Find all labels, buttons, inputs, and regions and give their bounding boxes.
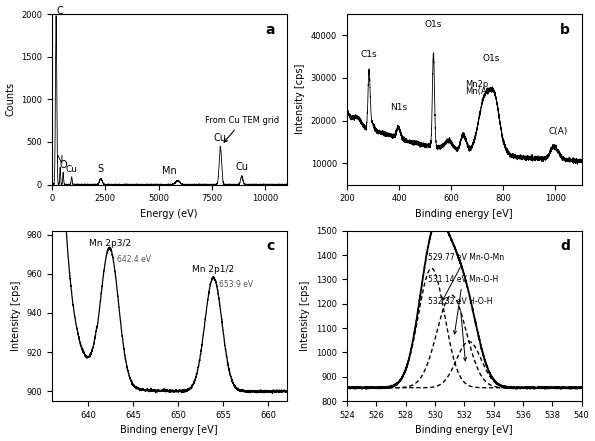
- Text: N1s: N1s: [390, 103, 407, 112]
- Text: Mn 2p1/2: Mn 2p1/2: [192, 265, 234, 274]
- Y-axis label: Intensity [cps]: Intensity [cps]: [300, 281, 311, 351]
- X-axis label: Energy (eV): Energy (eV): [140, 209, 198, 219]
- Text: 531.14 eV Mn-O-H: 531.14 eV Mn-O-H: [428, 275, 498, 334]
- Text: c: c: [267, 239, 275, 253]
- Y-axis label: Counts: Counts: [5, 82, 15, 116]
- X-axis label: Binding energy [eV]: Binding energy [eV]: [120, 426, 218, 435]
- Text: C1s: C1s: [361, 50, 377, 59]
- Text: Cu: Cu: [235, 162, 248, 172]
- Text: b: b: [560, 22, 570, 37]
- Text: O1s: O1s: [483, 54, 500, 63]
- Text: S: S: [98, 164, 104, 174]
- Text: 642.4 eV: 642.4 eV: [117, 255, 151, 264]
- Text: O1s: O1s: [425, 20, 442, 29]
- Text: a: a: [265, 22, 275, 37]
- Text: Mn 2p3/2: Mn 2p3/2: [89, 239, 131, 248]
- X-axis label: Binding energy [eV]: Binding energy [eV]: [415, 426, 513, 435]
- Text: Cu: Cu: [65, 165, 78, 174]
- Text: Mn: Mn: [162, 166, 177, 176]
- Text: 653.9 eV: 653.9 eV: [219, 280, 253, 289]
- X-axis label: Binding energy [eV]: Binding energy [eV]: [415, 209, 513, 219]
- Text: From Cu TEM grid: From Cu TEM grid: [205, 116, 280, 142]
- Text: Cu: Cu: [214, 133, 227, 143]
- Text: 532.32 eV H-O-H: 532.32 eV H-O-H: [428, 297, 492, 361]
- Text: C: C: [56, 6, 63, 16]
- Y-axis label: Intensity [cps]: Intensity [cps]: [11, 281, 21, 351]
- Text: d: d: [560, 239, 570, 253]
- Text: Mn(A): Mn(A): [465, 87, 490, 96]
- Text: Mn2p: Mn2p: [465, 80, 488, 89]
- Text: C(A): C(A): [549, 127, 568, 135]
- Text: O: O: [60, 160, 67, 170]
- Text: 529.77 eV Mn-O-Mn: 529.77 eV Mn-O-Mn: [428, 253, 503, 300]
- Y-axis label: Intensity [cps]: Intensity [cps]: [295, 64, 305, 135]
- Text: N: N: [57, 155, 64, 165]
